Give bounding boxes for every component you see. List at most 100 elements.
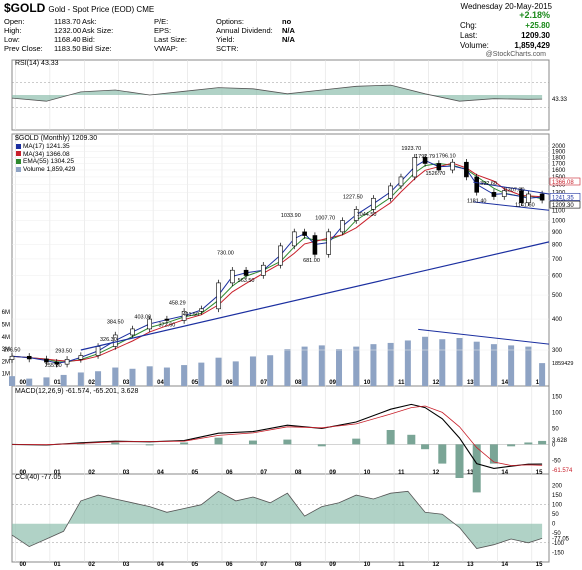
price-candle bbox=[291, 231, 297, 247]
price-candle bbox=[312, 235, 318, 255]
quote-value: 1168.40 bbox=[54, 35, 81, 44]
year-tick-label: 00 bbox=[19, 470, 26, 476]
year-tick-label: 15 bbox=[536, 562, 543, 568]
price-candle bbox=[243, 269, 249, 276]
price-candle bbox=[130, 328, 135, 336]
price-candle bbox=[44, 358, 49, 363]
year-tick-label: 05 bbox=[192, 380, 199, 386]
price-annotation: 411.50 bbox=[183, 312, 199, 318]
price-candle bbox=[526, 193, 531, 204]
volume-bar bbox=[112, 367, 119, 386]
volume-bar bbox=[26, 378, 33, 386]
price-annotation: 730.00 bbox=[217, 250, 234, 256]
year-tick-label: 14 bbox=[501, 562, 508, 568]
macd-tick-label: 100 bbox=[552, 410, 563, 416]
year-tick-label: 04 bbox=[157, 380, 164, 386]
price-tick-label: 300 bbox=[552, 348, 563, 354]
volume-bar bbox=[146, 366, 153, 386]
quote-label: Options: bbox=[216, 17, 244, 26]
chg-value: +25.80 bbox=[525, 21, 550, 30]
volume-bar bbox=[198, 362, 205, 386]
macd-histogram-bar bbox=[248, 440, 257, 445]
quote-label: Yield: bbox=[216, 35, 235, 44]
price-annotation: 1307.80 bbox=[505, 188, 525, 194]
macd-histogram-bar bbox=[317, 444, 326, 447]
legend-label: Volume 1,859,429 bbox=[23, 165, 76, 173]
change-box: +2.18% Chg: +25.80 Last: 1209.30 Volume: 1,… bbox=[460, 10, 550, 51]
volume-bar bbox=[9, 376, 15, 386]
cci-frame bbox=[11, 473, 550, 563]
year-tick-label: 09 bbox=[329, 470, 336, 476]
cci-tick-label: 200 bbox=[552, 484, 563, 490]
year-tick-label: 07 bbox=[260, 470, 267, 476]
cci-tick-label: -150 bbox=[552, 550, 565, 556]
year-tick-label: 09 bbox=[329, 562, 336, 568]
quote-label: Last Size: bbox=[154, 35, 187, 44]
year-tick-label: 05 bbox=[192, 470, 199, 476]
price-tick-label: 1100 bbox=[552, 208, 566, 214]
price-annotation: 1796.10 bbox=[436, 154, 456, 160]
volume-bar bbox=[387, 342, 394, 386]
year-tick-label: 02 bbox=[88, 562, 95, 568]
upper-channel-line bbox=[473, 181, 550, 195]
price-candle bbox=[398, 176, 404, 187]
quote-label: Low: bbox=[4, 35, 20, 44]
price-right-box bbox=[549, 192, 581, 201]
volume-bar bbox=[473, 341, 480, 386]
year-tick-label: 01 bbox=[54, 380, 61, 386]
price-tick-label: 400 bbox=[552, 317, 563, 323]
quote-value: 1183.50 bbox=[54, 44, 81, 53]
year-tick-label: 15 bbox=[536, 470, 543, 476]
price-candle bbox=[181, 310, 187, 321]
price-annotation: 1923.70 bbox=[401, 146, 421, 152]
legend-label: MA(34) 1366.08 bbox=[23, 150, 70, 158]
price-annotation: 293.50 bbox=[55, 348, 72, 354]
volume-bar bbox=[181, 365, 188, 386]
volume-tick-label: 4M bbox=[2, 335, 10, 341]
macd-histogram-bar bbox=[352, 438, 361, 445]
volume-bar bbox=[525, 346, 532, 386]
cci-tick-label: 150 bbox=[552, 493, 563, 499]
price-candle bbox=[371, 197, 376, 210]
volume-label: Volume: bbox=[460, 41, 489, 50]
volume-tick-label: 2M bbox=[2, 359, 10, 365]
legend-swatch bbox=[16, 158, 21, 164]
price-candle bbox=[519, 190, 524, 204]
legend-swatch bbox=[16, 143, 21, 149]
price-annotation: 255.80 bbox=[45, 363, 62, 369]
price-right-label: 1241.35 bbox=[552, 195, 574, 201]
price-tick-label: 1700 bbox=[552, 161, 566, 167]
legend-swatch bbox=[16, 151, 21, 157]
rsi-right-label: 43.33 bbox=[552, 97, 568, 103]
year-tick-label: 03 bbox=[123, 380, 130, 386]
price-candle bbox=[539, 193, 545, 201]
price-tick-label: 1600 bbox=[552, 168, 566, 174]
year-tick-label: 02 bbox=[88, 380, 95, 386]
volume-bar bbox=[490, 344, 497, 386]
macd-histogram-bar bbox=[421, 444, 430, 450]
support-trendline bbox=[80, 241, 550, 351]
price-candle bbox=[501, 190, 507, 197]
price-tick-label: 1000 bbox=[552, 219, 566, 225]
cci-area bbox=[12, 491, 543, 549]
macd-tick-label: 150 bbox=[552, 394, 563, 400]
price-candle bbox=[260, 264, 266, 276]
macd-histogram-bar bbox=[214, 437, 223, 445]
chart-title: $GOLD Gold - Spot Price (EOD) CME bbox=[4, 1, 154, 15]
volume-bar bbox=[539, 363, 546, 386]
quote-label: EPS: bbox=[154, 26, 172, 35]
year-tick-label: 13 bbox=[467, 380, 474, 386]
volume-bar bbox=[95, 371, 102, 386]
year-tick-label: 05 bbox=[192, 562, 199, 568]
price-legend: MA(17) 1241.35 MA(34) 1366.08 EMA(55) 1304… bbox=[16, 143, 75, 173]
volume-bar bbox=[439, 339, 446, 386]
quote-label: High: bbox=[4, 26, 22, 35]
price-annotation: 563.50 bbox=[238, 278, 255, 284]
price-annotation: 1792.79 bbox=[415, 154, 435, 160]
stockcharts-logo: @StockCharts.com bbox=[485, 51, 546, 58]
year-tick-label: 04 bbox=[157, 470, 164, 476]
volume-bar bbox=[129, 368, 136, 386]
macd-tick-label: -50 bbox=[552, 458, 561, 464]
lower-channel-line bbox=[473, 201, 550, 211]
